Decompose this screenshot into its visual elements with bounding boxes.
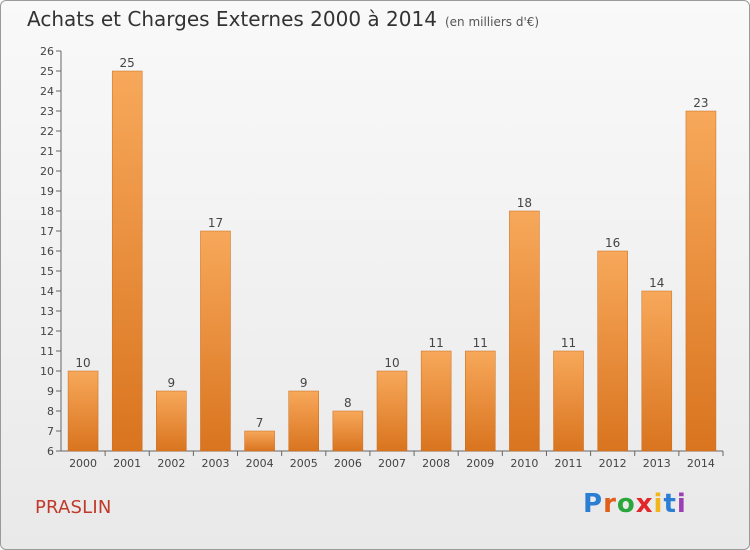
y-tick-label: 19 bbox=[40, 185, 54, 198]
x-tick-label: 2009 bbox=[466, 457, 494, 470]
bar-value-label: 10 bbox=[384, 356, 399, 370]
bar-value-label: 9 bbox=[300, 376, 308, 390]
x-tick-label: 2013 bbox=[643, 457, 671, 470]
x-tick-label: 2012 bbox=[599, 457, 627, 470]
bar bbox=[685, 110, 717, 452]
y-tick-label: 9 bbox=[47, 385, 54, 398]
x-tick-label: 2001 bbox=[113, 457, 141, 470]
y-tick-label: 8 bbox=[47, 405, 54, 418]
y-tick-label: 22 bbox=[40, 125, 54, 138]
x-tick-label: 2003 bbox=[201, 457, 229, 470]
bar bbox=[641, 290, 673, 452]
logo-letter: P bbox=[583, 489, 604, 519]
x-tick-label: 2004 bbox=[246, 457, 274, 470]
logo-letter: i bbox=[676, 489, 687, 519]
bar-value-label: 25 bbox=[120, 56, 135, 70]
bar bbox=[200, 230, 231, 452]
x-tick-label: 2011 bbox=[555, 457, 583, 470]
y-tick-label: 6 bbox=[47, 445, 54, 458]
logo-letter: x bbox=[635, 489, 654, 519]
y-tick-label: 13 bbox=[40, 305, 54, 318]
proxiti-logo: Proxiti bbox=[583, 489, 687, 519]
y-tick-label: 15 bbox=[40, 265, 54, 278]
logo-letter: r bbox=[603, 489, 617, 519]
bar-value-label: 11 bbox=[428, 336, 443, 350]
x-tick-label: 2005 bbox=[290, 457, 318, 470]
x-tick-label: 2010 bbox=[510, 457, 538, 470]
bar-value-label: 8 bbox=[344, 396, 352, 410]
bar-value-label: 10 bbox=[75, 356, 90, 370]
y-tick-label: 11 bbox=[40, 345, 54, 358]
logo-letter: i bbox=[653, 489, 664, 519]
chart-title: Achats et Charges Externes 2000 à 2014 (e… bbox=[27, 7, 539, 31]
chart-title-text: Achats et Charges Externes 2000 à 2014 bbox=[27, 7, 437, 31]
bar-value-label: 11 bbox=[561, 336, 576, 350]
bar bbox=[553, 350, 584, 452]
x-tick-label: 2002 bbox=[157, 457, 185, 470]
bar-value-label: 16 bbox=[605, 236, 620, 250]
bar bbox=[376, 370, 408, 452]
y-tick-label: 12 bbox=[40, 325, 54, 338]
x-tick-label: 2007 bbox=[378, 457, 406, 470]
chart-unit-label: (en milliers d'€) bbox=[444, 15, 540, 29]
logo-letter: t bbox=[663, 489, 677, 519]
bar-value-label: 17 bbox=[208, 216, 223, 230]
bar bbox=[465, 350, 496, 452]
bar-value-label: 23 bbox=[693, 96, 708, 110]
y-tick-label: 16 bbox=[40, 245, 54, 258]
bar-value-label: 18 bbox=[517, 196, 532, 210]
bar bbox=[288, 390, 319, 452]
y-tick-label: 20 bbox=[40, 165, 54, 178]
bar bbox=[111, 70, 143, 452]
y-tick-label: 10 bbox=[40, 365, 54, 378]
y-tick-label: 14 bbox=[40, 285, 54, 298]
bar-value-label: 14 bbox=[649, 276, 664, 290]
place-label: PRASLIN bbox=[35, 497, 112, 518]
x-tick-label: 2008 bbox=[422, 457, 450, 470]
x-tick-label: 2014 bbox=[687, 457, 715, 470]
bar bbox=[332, 410, 364, 452]
y-tick-label: 18 bbox=[40, 205, 54, 218]
y-tick-label: 21 bbox=[40, 145, 54, 158]
bar-value-label: 7 bbox=[256, 416, 264, 430]
y-tick-label: 24 bbox=[40, 85, 54, 98]
bar-value-label: 11 bbox=[473, 336, 488, 350]
bar bbox=[420, 350, 452, 452]
logo-letter: o bbox=[616, 489, 636, 519]
y-tick-label: 26 bbox=[40, 45, 54, 58]
y-tick-label: 7 bbox=[47, 425, 54, 438]
bar bbox=[67, 370, 99, 452]
y-tick-label: 25 bbox=[40, 65, 54, 78]
y-tick-label: 23 bbox=[40, 105, 54, 118]
bar bbox=[509, 210, 540, 452]
bar bbox=[597, 250, 628, 452]
x-tick-label: 2006 bbox=[334, 457, 362, 470]
y-tick-label: 17 bbox=[40, 225, 54, 238]
bar-value-label: 9 bbox=[168, 376, 176, 390]
bar bbox=[156, 390, 187, 452]
bar bbox=[244, 430, 275, 452]
x-tick-label: 2000 bbox=[69, 457, 97, 470]
